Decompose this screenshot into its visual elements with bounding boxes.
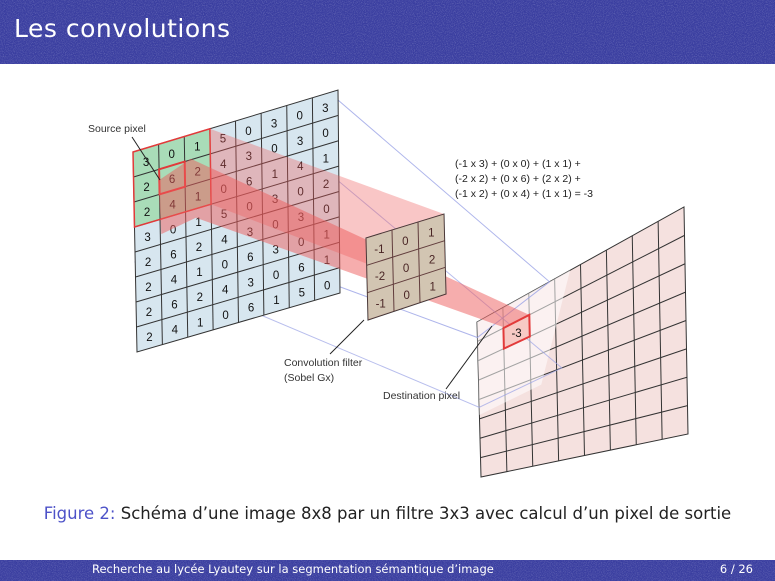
source-cell-value: 2 — [146, 332, 152, 344]
convolution-figure: 3015030326243030241061413015030226243030… — [0, 64, 775, 494]
destination-pixel — [502, 313, 531, 351]
source-cell-value: 3 — [143, 157, 149, 169]
caption-label: Figure 2: — [43, 504, 116, 523]
destination-grid-line — [479, 376, 688, 439]
slide-title: Les convolutions — [14, 14, 231, 43]
source-grid-line — [311, 97, 316, 301]
source-cell-value: 3 — [271, 118, 277, 130]
filter-grid-line — [391, 229, 395, 312]
source-cell-value: 4 — [221, 234, 228, 246]
source-cell-value: 6 — [170, 249, 176, 261]
source-cell-value: 2 — [144, 207, 150, 219]
source-cell-value: 0 — [271, 144, 277, 156]
source-cell-value: 4 — [222, 285, 229, 297]
source-grid-line — [136, 267, 340, 328]
source-cell-value: 5 — [220, 134, 226, 146]
filter-label-sub: (Sobel Gx) — [284, 372, 334, 384]
source-cell-value: 2 — [145, 257, 151, 269]
destination-pixel-value: -3 — [511, 328, 521, 340]
source-cell-value: 0 — [168, 149, 174, 161]
formula-line: (-1 x 3) + (0 x 0) + (1 x 1) + — [455, 158, 581, 170]
source-cell-value: 0 — [170, 224, 176, 236]
destination-grid-line — [631, 235, 637, 445]
filter-cell-value: -1 — [374, 244, 384, 256]
slide-footer: Recherche au lycée Lyautey sur la segmen… — [0, 560, 775, 581]
destination-grid-line — [479, 348, 687, 420]
filter-label-leader — [329, 319, 365, 355]
source-cell-value: 6 — [248, 302, 254, 314]
source-cell-value: 0 — [222, 310, 228, 322]
source-cell-value: 6 — [298, 262, 304, 274]
source-cell-value: 1 — [195, 217, 201, 229]
filter-cell-value: 1 — [429, 281, 435, 293]
filter-cell-value: 1 — [428, 228, 434, 240]
header-noise-texture — [0, 0, 775, 64]
source-cell-value: 2 — [197, 292, 203, 304]
source-cell-value: 3 — [322, 103, 328, 115]
source-pixel-label: Source pixel — [88, 123, 146, 135]
source-cell-value: 1 — [196, 267, 202, 279]
source-cell-value: 0 — [222, 260, 228, 272]
destination-grid-line — [657, 221, 663, 440]
destination-label: Destination pixel — [383, 390, 460, 402]
filter-cell-value: -1 — [376, 298, 386, 310]
source-cell-value: 4 — [297, 161, 304, 173]
filter-cell-value: 0 — [403, 290, 409, 302]
source-cell-value: 4 — [220, 159, 227, 171]
filter-grid-line — [366, 240, 445, 266]
filter-grid-line — [417, 221, 421, 303]
source-cell-value: 2 — [146, 307, 152, 319]
slide-header: Les convolutions — [0, 0, 775, 64]
source-label-leader — [131, 136, 161, 181]
source-cell-value: 2 — [143, 182, 149, 194]
source-cell-value: 3 — [273, 245, 279, 257]
source-cell-value: 5 — [299, 288, 305, 300]
source-cell-value: 1 — [197, 317, 203, 329]
filter-cell-value: 0 — [403, 263, 409, 275]
source-cell-value: 3 — [297, 136, 303, 148]
source-cell-value: 1 — [272, 169, 278, 181]
source-cell-value: 6 — [247, 252, 253, 264]
source-cell-value: 3 — [144, 232, 150, 244]
formula-line: (-2 x 2) + (0 x 6) + (2 x 2) + — [455, 173, 581, 185]
footer-text: Recherche au lycée Lyautey sur la segmen… — [92, 562, 494, 576]
caption-text: Schéma d’une image 8x8 par un filtre 3x3… — [120, 504, 732, 523]
source-cell-value: 0 — [297, 111, 303, 123]
source-cell-value: 1 — [323, 154, 329, 166]
source-cell-value: 0 — [297, 186, 303, 198]
source-cell-value: 0 — [323, 204, 329, 216]
filter-cell-value: 2 — [429, 255, 435, 267]
source-cell-value: 4 — [172, 325, 179, 337]
filter-grid-line — [367, 266, 446, 294]
source-cell-value: 3 — [247, 277, 253, 289]
convolution-diagram: 3015030326243030241061413015030226243030… — [88, 89, 689, 478]
source-cell-value: 1 — [273, 295, 279, 307]
formula-line: (-1 x 2) + (0 x 4) + (1 x 1) = -3 — [455, 188, 593, 200]
filter-beam-overlay — [366, 214, 446, 320]
destination-grid-line — [605, 250, 611, 451]
destination-label-leader — [445, 325, 493, 390]
source-cell-value: 3 — [246, 151, 252, 163]
footer-noise-texture — [0, 560, 775, 581]
page-number: 6 / 26 — [719, 562, 753, 576]
destination-grid-line — [480, 405, 688, 459]
source-cell-value: 0 — [324, 280, 330, 292]
source-cell-value: 0 — [273, 270, 279, 282]
source-cell-value: 0 — [245, 126, 251, 138]
filter-cell-value: 0 — [402, 236, 408, 248]
figure-caption: Figure 2: Schéma d’une image 8x8 par un … — [0, 504, 775, 523]
source-cell-value: 2 — [196, 242, 202, 254]
filter-cell-value: -2 — [375, 271, 385, 283]
source-cell-value: 0 — [322, 128, 328, 140]
source-cell-value: 2 — [323, 179, 329, 191]
source-cell-value: 2 — [145, 282, 151, 294]
source-cell-value: 1 — [194, 141, 200, 153]
source-cell-value: 4 — [171, 275, 178, 287]
source-cell-value: 6 — [246, 176, 252, 188]
source-cell-value: 6 — [171, 300, 177, 312]
filter-label: Convolution filter — [284, 357, 363, 369]
destination-fade — [477, 270, 571, 415]
